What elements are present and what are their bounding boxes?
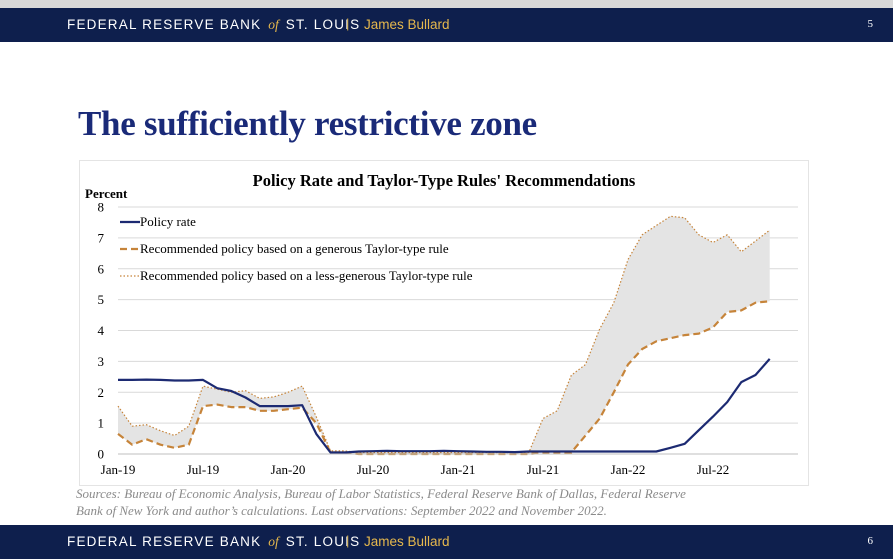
author-name: James Bullard xyxy=(364,17,450,32)
y-tick-label-1: 1 xyxy=(98,416,105,431)
source-note: Sources: Bureau of Economic Analysis, Bu… xyxy=(76,485,796,519)
footer-page-number: 6 xyxy=(867,535,874,547)
zone-fill xyxy=(118,216,770,454)
x-tick-label-Jan-19: Jan-19 xyxy=(101,462,136,477)
footer-bank-name-part2: ST. LOUIS xyxy=(285,534,361,549)
bank-name-of: of xyxy=(268,17,279,32)
source-line-2: Bank of New York and author’s calculatio… xyxy=(76,503,607,518)
bank-name-part2: ST. LOUIS xyxy=(285,17,361,32)
restrictive-zone-band xyxy=(118,216,770,454)
legend-label-dotted: Recommended policy based on a less-gener… xyxy=(140,268,473,283)
footer-author-name: James Bullard xyxy=(364,534,450,549)
header-banner: FEDERAL RESERVE BANK of ST. LOUIS | Jame… xyxy=(0,8,893,42)
legend: Policy rate Recommended policy based on a… xyxy=(120,214,473,283)
legend-label-solid: Policy rate xyxy=(140,214,196,229)
series-line-solid xyxy=(118,358,771,454)
x-tick-label-Jan-22: Jan-22 xyxy=(611,462,646,477)
legend-label-dashed: Recommended policy based on a generous T… xyxy=(140,241,449,256)
series-line-dotted xyxy=(117,215,771,454)
chart-frame: Policy Rate and Taylor-Type Rules' Recom… xyxy=(79,160,809,486)
slide-title: The sufficiently restrictive zone xyxy=(78,104,537,143)
bank-name-part1: FEDERAL RESERVE BANK xyxy=(67,17,262,32)
top-strip xyxy=(0,0,893,8)
y-tick-label-6: 6 xyxy=(98,261,105,276)
y-tick-label-7: 7 xyxy=(98,230,105,245)
y-axis-label: Percent xyxy=(85,186,128,201)
footer-bank-name-part1: FEDERAL RESERVE BANK xyxy=(67,534,262,549)
x-tick-label-Jul-21: Jul-21 xyxy=(527,462,560,477)
x-tick-label-Jul-22: Jul-22 xyxy=(697,462,730,477)
header-separator: | xyxy=(346,16,350,31)
chart-title: Policy Rate and Taylor-Type Rules' Recom… xyxy=(253,171,636,190)
y-tick-label-3: 3 xyxy=(98,354,105,369)
policy-rate-chart: Policy Rate and Taylor-Type Rules' Recom… xyxy=(85,171,798,477)
footer-bank-wordmark: FEDERAL RESERVE BANK of ST. LOUIS xyxy=(67,534,360,550)
x-tick-label-Jul-20: Jul-20 xyxy=(357,462,390,477)
footer-bank-name-of: of xyxy=(268,534,279,549)
y-tick-label-8: 8 xyxy=(98,200,105,215)
page-number: 5 xyxy=(867,18,874,30)
y-tick-label-2: 2 xyxy=(98,385,105,400)
axes: 0 1 2 3 4 5 6 7 8 Jan-19 Jul-19 Jan-20 Jul-20 Jan-21 J… xyxy=(98,200,798,477)
x-tick-label-Jan-21: Jan-21 xyxy=(441,462,476,477)
bank-wordmark: FEDERAL RESERVE BANK of ST. LOUIS xyxy=(67,17,360,33)
footer-separator: | xyxy=(346,533,350,548)
x-tick-label-Jul-19: Jul-19 xyxy=(187,462,220,477)
y-tick-label-0: 0 xyxy=(98,447,105,462)
footer-banner: FEDERAL RESERVE BANK of ST. LOUIS | Jame… xyxy=(0,525,893,559)
y-tick-label-5: 5 xyxy=(98,292,105,307)
x-tick-label-Jan-20: Jan-20 xyxy=(271,462,306,477)
y-tick-label-4: 4 xyxy=(98,323,105,338)
source-line-1: Sources: Bureau of Economic Analysis, Bu… xyxy=(76,486,686,501)
